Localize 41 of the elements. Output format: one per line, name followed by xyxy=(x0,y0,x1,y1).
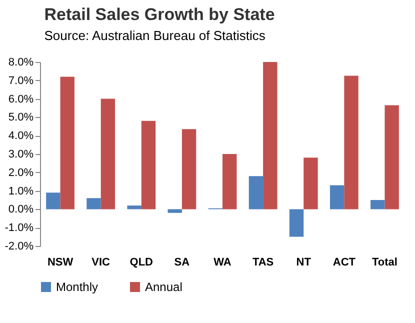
chart-subtitle: Source: Australian Bureau of Statistics xyxy=(44,28,266,43)
legend-label: Monthly xyxy=(56,280,98,294)
chart-title: Retail Sales Growth by State xyxy=(44,5,275,24)
bar xyxy=(330,185,344,210)
y-tick-label: 6.0% xyxy=(8,93,34,106)
y-tick-label: 0.0% xyxy=(8,204,34,216)
bar xyxy=(86,198,101,210)
y-tick-label: 3.0% xyxy=(8,148,34,160)
bar xyxy=(370,200,385,210)
legend-label: Annual xyxy=(145,280,182,294)
bar xyxy=(248,176,264,210)
bar xyxy=(222,154,237,210)
y-tick-label: -2.0% xyxy=(4,240,34,252)
bar xyxy=(304,158,318,210)
bar xyxy=(100,98,116,210)
x-tick-label: NSW xyxy=(47,256,74,268)
x-tick-label: QLD xyxy=(130,256,154,268)
y-tick-label: 4.0% xyxy=(8,130,34,142)
x-tick-label: SA xyxy=(174,256,190,268)
bar xyxy=(127,206,142,210)
x-tick-label: NT xyxy=(296,256,312,268)
y-tick-label: 8.0% xyxy=(8,56,34,68)
bar xyxy=(344,76,358,210)
x-tick-label: TAS xyxy=(252,256,274,268)
y-tick-label: 2.0% xyxy=(8,166,34,179)
bar xyxy=(141,120,156,210)
bar xyxy=(168,209,182,213)
x-tick-label: VIC xyxy=(92,256,110,268)
bar xyxy=(182,129,196,210)
y-tick-label: 5.0% xyxy=(8,112,34,124)
bar xyxy=(46,192,60,210)
x-tick-label: WA xyxy=(214,256,232,268)
bar xyxy=(60,76,74,210)
y-tick-label: -1.0% xyxy=(4,222,34,234)
bar xyxy=(263,62,278,210)
y-tick-label: 1.0% xyxy=(8,185,34,198)
x-tick-label: Total xyxy=(372,256,398,268)
y-tick-label: 7.0% xyxy=(8,74,34,87)
x-tick-label: ACT xyxy=(332,256,356,268)
bar xyxy=(384,105,399,210)
bar xyxy=(289,209,304,237)
